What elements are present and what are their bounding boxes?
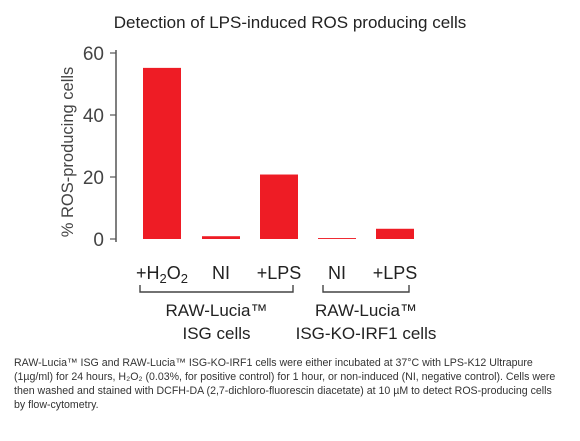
ros-bar-chart: Detection of LPS-induced ROS producing c…: [59, 13, 466, 343]
y-tick-label: 60: [83, 44, 104, 65]
bar: [202, 236, 240, 239]
group-subname: ISG-KO-IRF1 cells: [296, 324, 437, 343]
x-tick-label: +LPS: [373, 263, 418, 283]
y-tick-label: 40: [83, 106, 104, 127]
chart-title: Detection of LPS-induced ROS producing c…: [114, 13, 466, 32]
bar: [260, 174, 298, 239]
group-brackets: RAW-Lucia™ ISG cells RAW-Lucia™ ISG-KO-IRF1…: [139, 285, 437, 343]
group-subname: ISG cells: [182, 324, 250, 343]
bar: [143, 67, 181, 239]
bar: [376, 228, 414, 239]
group-bracket: [322, 285, 410, 293]
x-tick-label: NI: [328, 263, 346, 283]
group-bracket: [139, 285, 294, 293]
x-tick-label: +H2O2: [136, 263, 188, 286]
y-tick-label: 20: [83, 168, 104, 189]
group-name: RAW-Lucia™: [315, 301, 417, 320]
x-tick-label: +LPS: [257, 263, 302, 283]
group-name: RAW-Lucia™: [165, 301, 267, 320]
x-tick-label: NI: [212, 263, 230, 283]
y-axis-label: % ROS-producing cells: [59, 67, 77, 238]
bars: [143, 67, 414, 239]
bar: [318, 238, 356, 239]
x-tick-labels: +H2O2 NI +LPS NI +LPS: [136, 263, 417, 286]
y-ticks: 0 20 40 60: [83, 44, 116, 251]
y-tick-label: 0: [93, 230, 104, 251]
figure-caption: RAW-Lucia™ ISG and RAW-Lucia™ ISG-KO-IRF…: [14, 357, 556, 411]
